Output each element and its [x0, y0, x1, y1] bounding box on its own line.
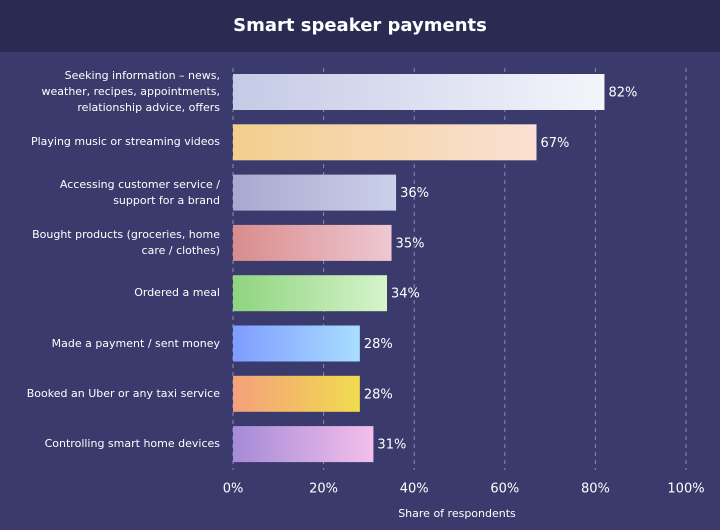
bar [233, 224, 392, 261]
y-tick-label: Accessing customer service / support for… [59, 177, 220, 207]
value-label: 31% [377, 438, 406, 453]
value-label: 82% [608, 86, 637, 101]
chart-title: Smart speaker payments [233, 15, 487, 36]
y-tick-label: Ordered a meal [134, 286, 220, 300]
y-tick-label: Playing music or streaming videos [30, 135, 220, 149]
bar [233, 275, 388, 312]
bar [233, 426, 374, 463]
bar [233, 325, 360, 362]
x-tick-label: 60% [490, 482, 519, 497]
y-tick-label: Made a payment / sent money [51, 336, 220, 350]
bar [233, 375, 360, 412]
x-axis-label: Share of respondents [398, 507, 516, 520]
value-label: 36% [400, 186, 429, 201]
y-tick-label: Controlling smart home devices [44, 437, 220, 451]
x-tick-label: 0% [223, 482, 244, 497]
x-tick-label: 40% [400, 482, 429, 497]
x-tick-label: 80% [581, 482, 610, 497]
value-label: 35% [396, 236, 425, 251]
y-tick-label: Seeking information – news, weather, rec… [41, 69, 220, 114]
value-label: 34% [391, 287, 420, 302]
y-tick-label: Bought products (groceries, home care / … [32, 227, 220, 257]
y-tick-label: Booked an Uber or any taxi service [26, 386, 220, 400]
bar [233, 74, 605, 110]
x-tick-label: 20% [309, 482, 338, 497]
title-bar [0, 0, 720, 52]
x-tick-label: 100% [667, 482, 704, 497]
value-label: 67% [541, 136, 570, 151]
value-label: 28% [364, 337, 393, 352]
value-label: 28% [364, 387, 393, 402]
bar [233, 124, 537, 161]
bar [233, 174, 397, 211]
